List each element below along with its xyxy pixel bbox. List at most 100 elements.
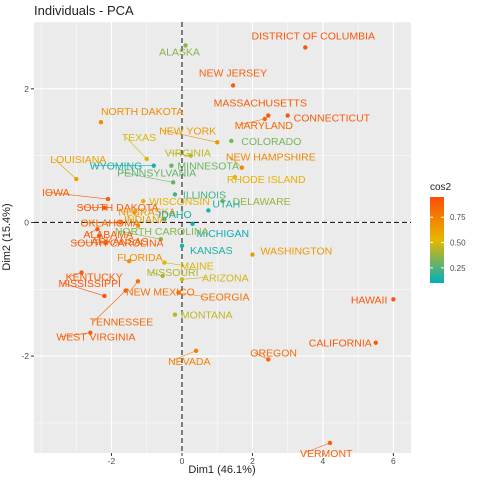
data-point (239, 165, 245, 170)
data-point (104, 240, 109, 245)
point-label: WISCONSIN (149, 196, 210, 208)
label-connector (303, 442, 331, 454)
point-label: ARIZONA (202, 272, 249, 284)
label-connector (164, 262, 185, 266)
point-label: MASSACHUSETTS (214, 98, 307, 110)
point-label: HAWAII (351, 294, 388, 306)
data-point (105, 196, 111, 202)
data-point (123, 288, 128, 293)
data-point (135, 279, 141, 284)
point-label: VERMONT (300, 448, 353, 460)
point-label: OREGON (250, 347, 297, 359)
point-label: IOWA (42, 187, 70, 199)
data-point (179, 277, 185, 282)
data-point (74, 176, 79, 182)
point-label: MONTANA (181, 310, 233, 322)
label-connector (163, 129, 218, 143)
label-connectors (45, 118, 331, 454)
data-point (172, 192, 178, 197)
point-label: MISSOURI (147, 267, 199, 279)
label-connector (62, 282, 105, 297)
data-point (327, 440, 333, 446)
data-point (188, 153, 193, 158)
data-point (229, 138, 234, 144)
legend-tick-label: 0.75 (450, 213, 466, 222)
point-label: WASHINGTON (260, 246, 332, 258)
y-axis-label: Dim2 (15.4%) (1, 203, 13, 270)
x-tick-label: -2 (108, 456, 116, 466)
point-label: KANSAS (190, 245, 233, 257)
point-label: TEXAS (122, 132, 156, 144)
legend-ticks: 0.25 0.50 0.75 (430, 213, 466, 273)
point-label: MAINE (180, 261, 213, 273)
x-axis-label: Dim1 (46.1%) (188, 464, 255, 476)
data-point (160, 273, 165, 279)
label-connector (125, 136, 147, 160)
data-point (172, 312, 178, 317)
label-connector (60, 332, 91, 338)
label-connector (80, 206, 105, 209)
legend-tick-label: 0.25 (450, 264, 466, 273)
reference-lines (34, 22, 411, 453)
plot-panel (34, 22, 411, 453)
data-point (176, 290, 181, 295)
point-label: GEORGIA (200, 292, 249, 304)
point-label: NEW HAMPSHIRE (226, 152, 316, 164)
point-label: VIRGINIA (165, 148, 211, 160)
label-connector (168, 152, 191, 156)
point-label: ALABAMA (83, 229, 133, 241)
point-label: NEW YORK (159, 125, 216, 137)
data-point (193, 348, 199, 353)
data-point (118, 220, 123, 225)
data-point (162, 216, 167, 222)
point-label: NEW JERSEY (199, 67, 267, 79)
data-point (250, 252, 255, 257)
y-tick-label: -2 (21, 351, 29, 361)
data-point (373, 340, 378, 345)
legend: cos2 0.25 0.50 0.75 (430, 182, 466, 283)
point-label: ARKANSAS (91, 236, 148, 248)
label-connector (45, 191, 109, 200)
chart-title: Individuals - PCA (34, 3, 134, 18)
data-point (190, 221, 195, 227)
data-point (102, 293, 107, 299)
point-label: RHODE ISLAND (227, 174, 306, 186)
x-tick-label: 6 (391, 456, 396, 466)
data-point (126, 259, 132, 264)
point-labels: DISTRICT OF COLUMBIA ALASKA NEW JERSEY MASS… (42, 30, 387, 460)
data-point (132, 210, 137, 215)
y-tick-label: 0 (24, 217, 29, 227)
legend-title: cos2 (430, 182, 452, 193)
point-label: COLORADO (241, 136, 301, 148)
data-point (162, 260, 167, 265)
point-label: IDAHO (158, 209, 191, 221)
point-label: CALIFORNIA (309, 338, 372, 350)
legend-colorbar (430, 197, 444, 283)
data-point (151, 163, 156, 168)
point-label: MINNESOTA (177, 161, 239, 173)
data-point (158, 236, 164, 242)
x-tick-label: 0 (180, 456, 185, 466)
label-connector (238, 118, 265, 126)
point-label: NORTH CAROLINA (115, 226, 209, 238)
point-label: NEVADA (168, 356, 210, 368)
point-label: FLORIDA (117, 252, 163, 264)
x-tick-label: 2 (250, 456, 255, 466)
data-point (285, 113, 290, 118)
data-point (262, 116, 267, 122)
label-connector (118, 230, 161, 240)
point-label: MISSISSIPPI (58, 278, 120, 290)
point-label: LOUISIANA (50, 154, 106, 166)
point-label: MICHIGAN (197, 228, 250, 240)
y-tick-label: 2 (24, 84, 29, 94)
data-point (170, 180, 176, 185)
data-point (135, 223, 141, 229)
data-point (220, 198, 225, 204)
x-tick-label: 4 (321, 456, 326, 466)
label-connector (254, 352, 269, 360)
data-point (303, 45, 308, 50)
point-label: ALASKA (159, 46, 200, 58)
point-label: PENNSYLVANIA (117, 167, 196, 179)
grid-lines (34, 21, 411, 453)
